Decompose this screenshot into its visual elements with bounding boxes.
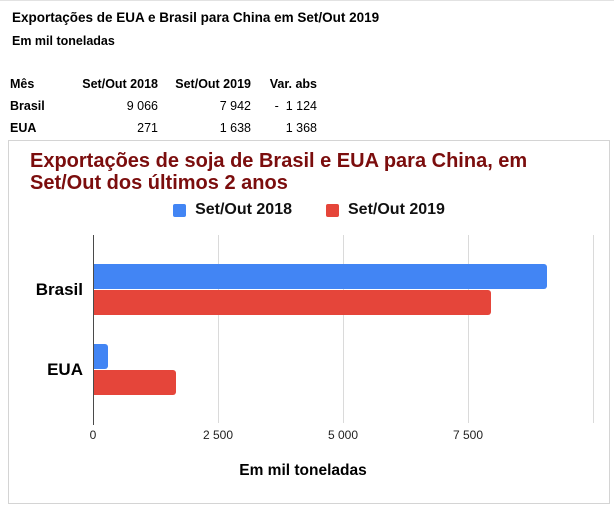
table-header-3: Var. abs — [269, 77, 317, 91]
gridline — [343, 235, 344, 423]
export-chart[interactable]: Exportações de soja de Brasil e EUA para… — [8, 140, 610, 504]
table-header-1: Set/Out 2018 — [82, 77, 158, 91]
x-axis-label: Em mil toneladas — [239, 462, 367, 479]
table-cell: 9 066 — [126, 99, 158, 113]
chart-legend: Set/Out 2018 Set/Out 2019 — [9, 201, 609, 219]
legend-label: Set/Out 2019 — [348, 201, 445, 218]
bar-brasil-2019[interactable] — [94, 290, 492, 315]
table-cell: - 1 124 — [274, 99, 317, 113]
table-row-label: Brasil — [10, 99, 45, 113]
legend-label: Set/Out 2018 — [195, 201, 292, 218]
page-subtitle: Em mil toneladas — [12, 34, 115, 48]
x-tick-label: 2 500 — [202, 428, 234, 442]
chart-title: Exportações de soja de Brasil e EUA para… — [30, 150, 528, 194]
table-header-label: Mês — [10, 77, 35, 91]
x-tick-label: 5 000 — [327, 428, 359, 442]
y-axis-line — [93, 235, 94, 425]
legend-item[interactable]: Set/Out 2019 — [326, 201, 445, 219]
gridline — [593, 235, 594, 423]
x-axis-ticks: 0 2 500 5 000 7 500 — [89, 428, 611, 443]
table-cell: 1 368 — [285, 121, 317, 135]
x-tick-label: 7 500 — [452, 428, 484, 442]
summary-table: Mês Set/Out 2018 Set/Out 2019 Var. abs Brasi… — [10, 73, 317, 139]
category-label-eua: EUA — [47, 359, 83, 379]
plot-area: Brasil EUA — [36, 235, 611, 425]
gridline — [468, 235, 469, 423]
table-header-2: Set/Out 2019 — [175, 77, 251, 91]
table-cell: 1 638 — [219, 121, 251, 135]
table-cell: 271 — [137, 121, 158, 135]
gridline — [218, 235, 219, 423]
table-row-label: EUA — [10, 121, 37, 135]
bar-eua-2019[interactable] — [94, 370, 176, 395]
legend-item[interactable]: Set/Out 2018 — [173, 201, 292, 219]
x-tick-label: 0 — [89, 428, 97, 442]
bar-eua-2018[interactable] — [94, 344, 108, 369]
category-label-brasil: Brasil — [35, 279, 83, 299]
page-title: Exportações de EUA e Brasil para China e… — [12, 10, 380, 25]
legend-swatch-icon — [173, 203, 187, 217]
bar-brasil-2018[interactable] — [94, 264, 548, 289]
legend-swatch-icon — [326, 203, 339, 217]
table-cell: 7 942 — [219, 99, 251, 113]
